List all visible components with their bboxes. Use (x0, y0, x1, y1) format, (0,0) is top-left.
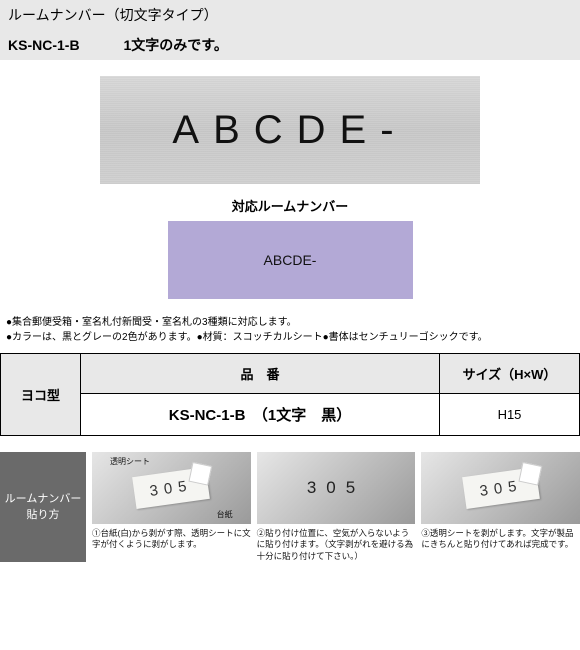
cell-size: H15 (440, 394, 580, 436)
step1-image: 透明シート 305 台紙 (92, 452, 251, 524)
header-subtitle: KS-NC-1-B 1文字のみです。 (0, 30, 580, 60)
head-item-no: 品 番 (81, 354, 440, 394)
spec-table: ヨコ型 品 番 サイズ（H×W） KS-NC-1-B （1文字 黒） H15 (0, 353, 580, 436)
callout-top: 透明シート (110, 456, 150, 467)
instruction-step-1: 透明シート 305 台紙 ①台紙(白)から剥がす際、透明シートに文字が付くように… (92, 452, 251, 562)
lavender-text: ABCDE- (264, 252, 317, 268)
instruction-step-3: 305 ③透明シートを剥がします。文字が製品にきちんと貼り付けてあれば完成です。 (421, 452, 580, 562)
instruction-label: ルームナンバー 貼り方 (0, 452, 86, 562)
product-notes: ●集合郵便受箱・室名札付新聞受・室名札の3種類に対応します。 ●カラーは、黒とグ… (0, 315, 580, 353)
instr-label-line2: 貼り方 (27, 507, 60, 524)
instruction-row: ルームナンバー 貼り方 透明シート 305 台紙 ①台紙(白)から剥がす際、透明… (0, 452, 580, 562)
instruction-step-2: 305 ②貼り付け位置に、空気が入らないように貼り付けます。（文字剥がれを避ける… (257, 452, 416, 562)
instr-label-line1: ルームナンバー (5, 491, 82, 508)
bare-number: 305 (307, 478, 365, 498)
step2-caption: ②貼り付け位置に、空気が入らないように貼り付けます。（文字剥がれを避ける為十分に… (257, 528, 416, 562)
sticker-graphic-3: 305 (462, 467, 540, 509)
callout-bot: 台紙 (217, 509, 233, 520)
note-line-1: ●集合郵便受箱・室名札付新聞受・室名札の3種類に対応します。 (6, 315, 574, 330)
subtitle-note: 1文字のみです。 (123, 37, 227, 53)
lavender-sample: ABCDE- (168, 221, 413, 299)
metal-plate-sample: ABCDE- (100, 76, 480, 184)
cell-item-no: KS-NC-1-B （1文字 黒） (81, 394, 440, 436)
response-label: 対応ルームナンバー (0, 196, 580, 215)
header-title: ルームナンバー（切文字タイプ） (0, 0, 580, 30)
cell-type: ヨコ型 (1, 354, 81, 436)
step3-image: 305 (421, 452, 580, 524)
plate-text: ABCDE- (172, 108, 407, 153)
product-code: KS-NC-1-B (8, 37, 80, 53)
step2-image: 305 (257, 452, 416, 524)
step3-caption: ③透明シートを剥がします。文字が製品にきちんと貼り付けてあれば完成です。 (421, 528, 580, 551)
note-line-2: ●カラーは、黒とグレーの2色があります。●材質：スコッチカルシート●書体はセンチ… (6, 330, 574, 345)
step1-caption: ①台紙(白)から剥がす際、透明シートに文字が付くように剥がします。 (92, 528, 251, 551)
sticker-graphic: 305 (132, 467, 210, 509)
head-size: サイズ（H×W） (440, 354, 580, 394)
